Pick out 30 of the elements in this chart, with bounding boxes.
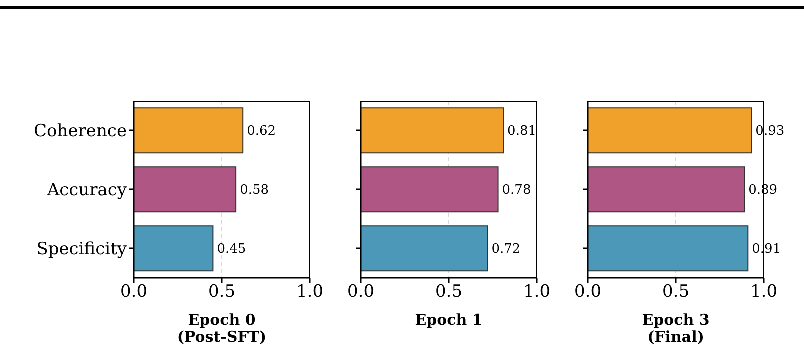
x-tick-label: 0.0: [574, 282, 602, 302]
data-label: 0.72: [492, 242, 521, 258]
bar: [361, 226, 488, 272]
bar: [134, 166, 237, 213]
bar: [588, 226, 749, 272]
data-label: 0.62: [247, 124, 276, 140]
data-label: 0.78: [502, 183, 532, 198]
x-tick-label: 0.5: [435, 282, 463, 302]
bar: [134, 108, 244, 154]
bar: [361, 108, 504, 154]
x-tick-label: 0.0: [120, 282, 148, 302]
data-label: 0.58: [240, 183, 270, 198]
x-tick-label: 1.0: [750, 282, 778, 302]
bar: [588, 166, 746, 213]
x-tick-label: 0.5: [208, 282, 236, 302]
bar: [134, 226, 214, 272]
y-tick-label: Specificity: [36, 240, 128, 260]
data-label: 0.81: [508, 124, 537, 140]
x-tick-label: 0.0: [347, 282, 375, 302]
bar: [588, 108, 752, 154]
data-label: 0.45: [217, 242, 246, 258]
x-tick-label: 0.5: [662, 282, 690, 302]
bar: [361, 166, 499, 213]
y-tick-label: Accuracy: [46, 180, 128, 201]
x-tick-label: 1.0: [523, 282, 551, 302]
y-tick-label: Coherence: [34, 122, 127, 142]
x-tick-label: 1.0: [296, 282, 324, 302]
x-axis-title: Epoch 1: [415, 311, 483, 329]
x-axis-title: Epoch 3 (Final): [642, 311, 710, 346]
x-axis-title: Epoch 0 (Post-SFT): [177, 311, 267, 346]
